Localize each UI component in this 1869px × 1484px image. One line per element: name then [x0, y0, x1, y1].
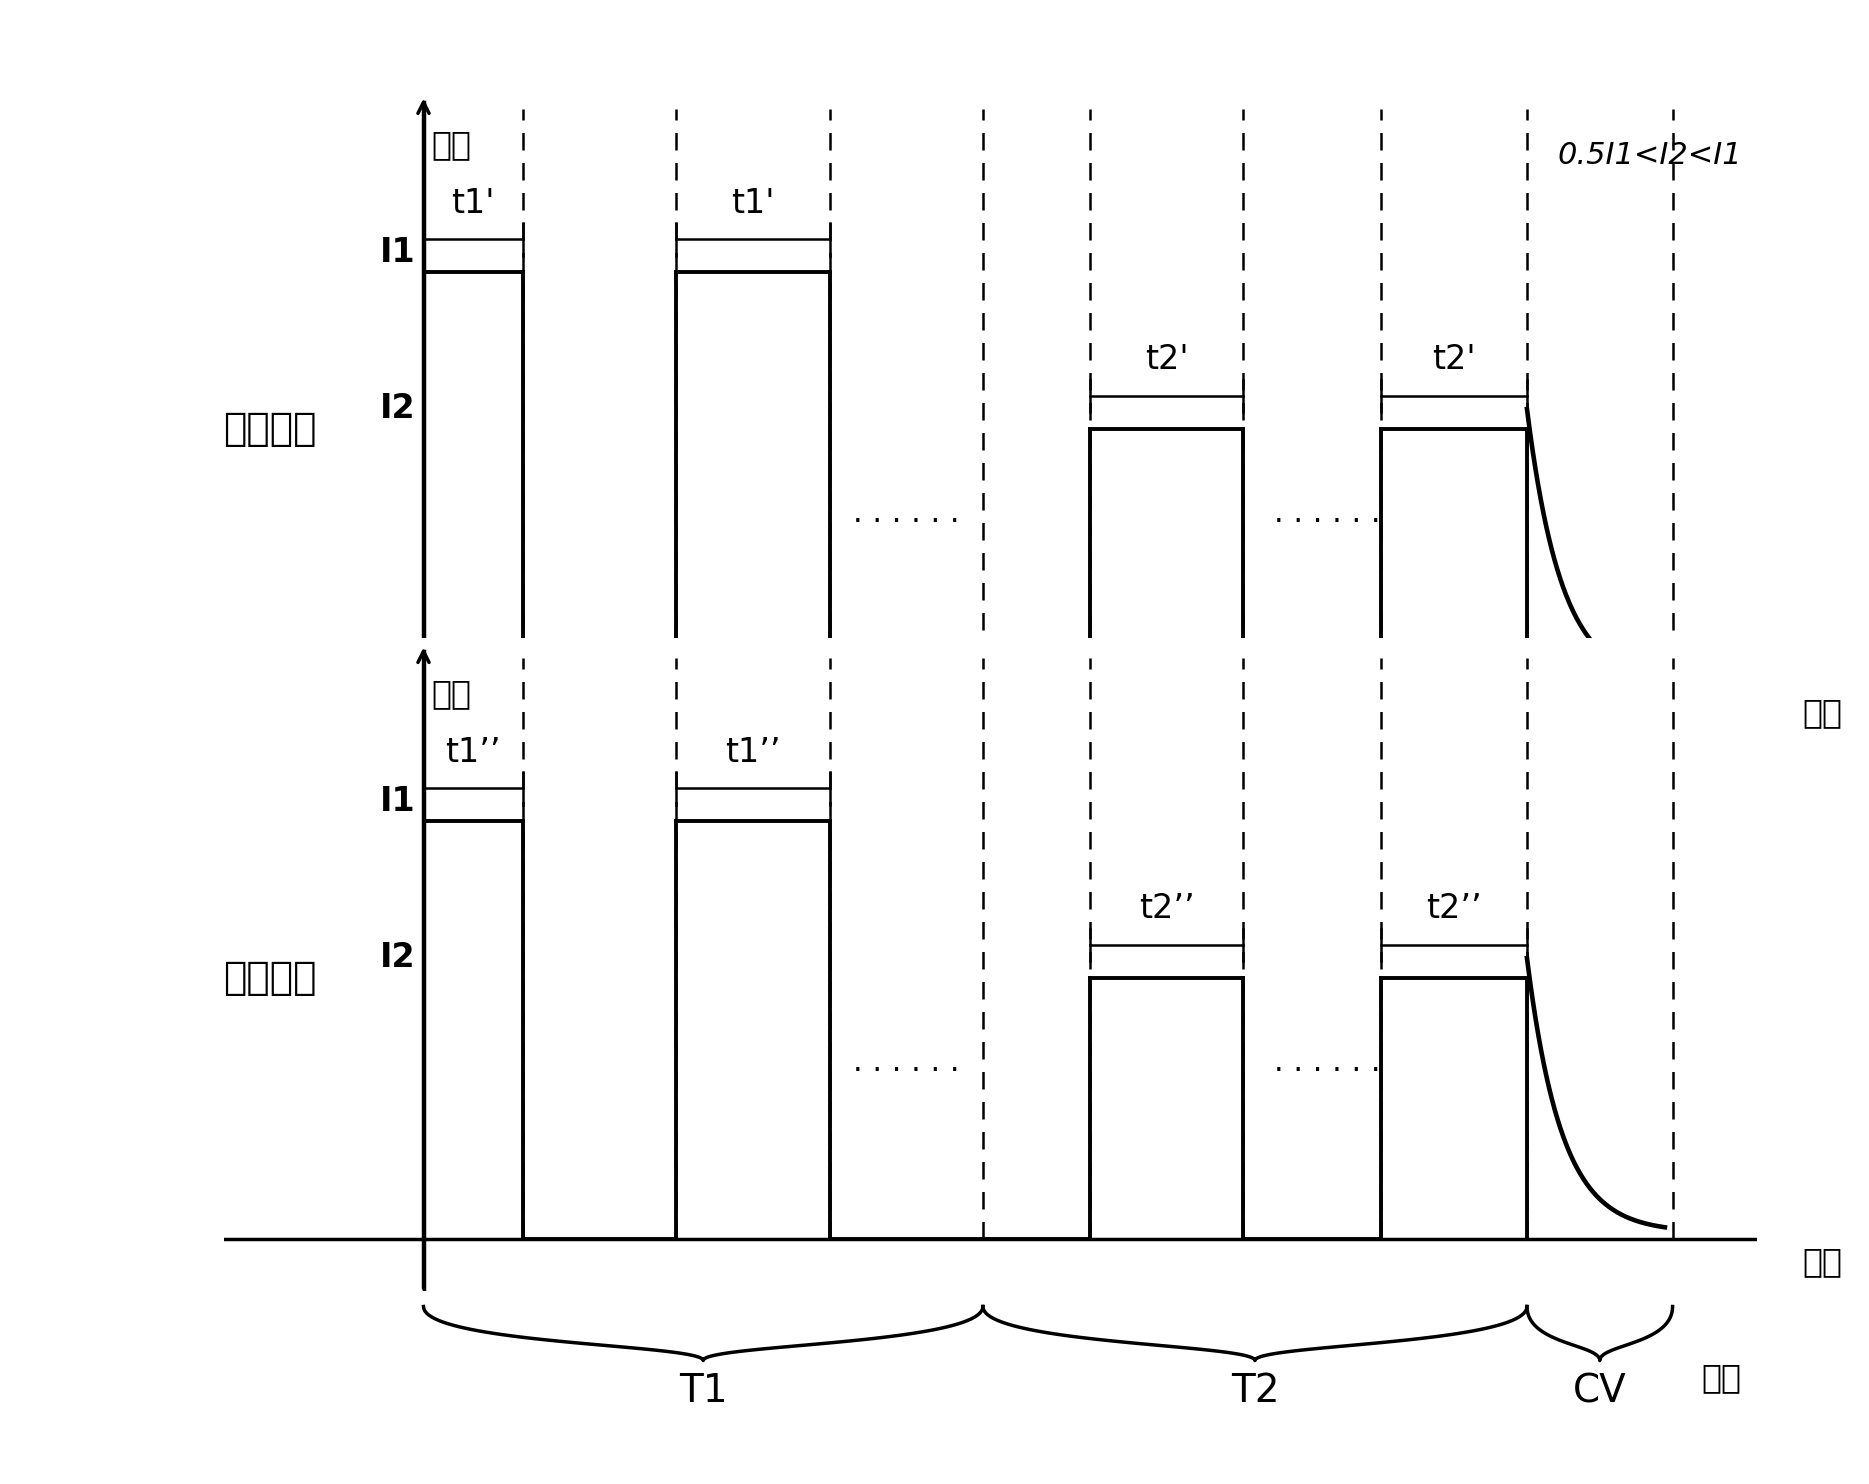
Text: 电流: 电流: [432, 128, 471, 162]
Text: CV: CV: [1574, 1373, 1626, 1410]
Text: t2': t2': [1432, 343, 1477, 377]
Text: t2’’: t2’’: [1426, 892, 1482, 926]
Text: T2: T2: [1230, 1373, 1278, 1410]
Text: I2: I2: [379, 392, 417, 426]
Text: . . . . . .: . . . . . .: [1275, 499, 1381, 528]
Text: t2': t2': [1146, 343, 1189, 377]
Text: t1': t1': [452, 187, 495, 220]
Text: 0.5I1<I2<I1: 0.5I1<I2<I1: [1557, 141, 1742, 171]
Text: 电流: 电流: [432, 677, 471, 711]
Text: . . . . . .: . . . . . .: [852, 1048, 959, 1077]
Text: T1: T1: [678, 1373, 727, 1410]
Text: t2’’: t2’’: [1138, 892, 1194, 926]
Text: 第一电池: 第一电池: [224, 410, 318, 448]
Text: 时间: 时间: [1701, 1361, 1742, 1395]
Text: 时间: 时间: [1804, 1245, 1843, 1278]
Text: 第二电池: 第二电池: [224, 959, 318, 997]
Text: I2: I2: [379, 941, 417, 975]
Text: I1: I1: [379, 785, 417, 818]
Text: I1: I1: [379, 236, 417, 269]
Text: t1’’: t1’’: [725, 736, 781, 769]
Text: 时间: 时间: [1804, 696, 1843, 729]
Text: . . . . . .: . . . . . .: [852, 499, 959, 528]
Text: t1’’: t1’’: [445, 736, 501, 769]
Text: t1': t1': [731, 187, 776, 220]
Text: . . . . . .: . . . . . .: [1275, 1048, 1381, 1077]
